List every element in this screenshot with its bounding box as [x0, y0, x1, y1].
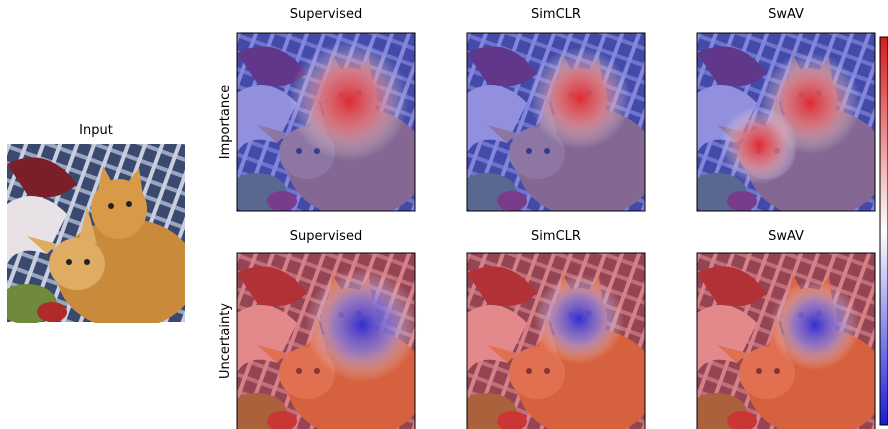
- input-image: [7, 144, 185, 323]
- panel-title: Supervised: [290, 229, 362, 244]
- panel-title: SwAV: [768, 229, 804, 244]
- heatmap-panel: [236, 32, 416, 212]
- panel-frame: [466, 32, 646, 212]
- heatmap-blob: [534, 274, 624, 364]
- panel-frame: [466, 252, 646, 429]
- heatmap-panel: [696, 32, 876, 212]
- panel-title: SwAV: [768, 7, 804, 22]
- heatmap-panel: [466, 252, 646, 429]
- heatmap-panel: [236, 252, 419, 429]
- panel-title: Supervised: [290, 7, 362, 22]
- heatmap-blob: [289, 41, 409, 161]
- heatmap-blob: [770, 280, 860, 370]
- input-title: Input: [79, 123, 113, 138]
- panel-title: SimCLR: [531, 229, 581, 244]
- colorbar: [879, 36, 888, 426]
- heatmap-blob: [305, 268, 419, 382]
- row-label: Uncertainty: [218, 303, 233, 379]
- heatmap-blob: [720, 106, 798, 184]
- heatmap-blob: [529, 47, 631, 149]
- panel-frame: [236, 32, 416, 212]
- heatmap-panel: [466, 32, 646, 212]
- panel-frame: [696, 32, 876, 212]
- heatmap-panel: [696, 252, 876, 429]
- panel-frame: [236, 252, 416, 429]
- row-label: Importance: [218, 85, 233, 160]
- panel-frame: [696, 252, 876, 429]
- panel-title: SimCLR: [531, 7, 581, 22]
